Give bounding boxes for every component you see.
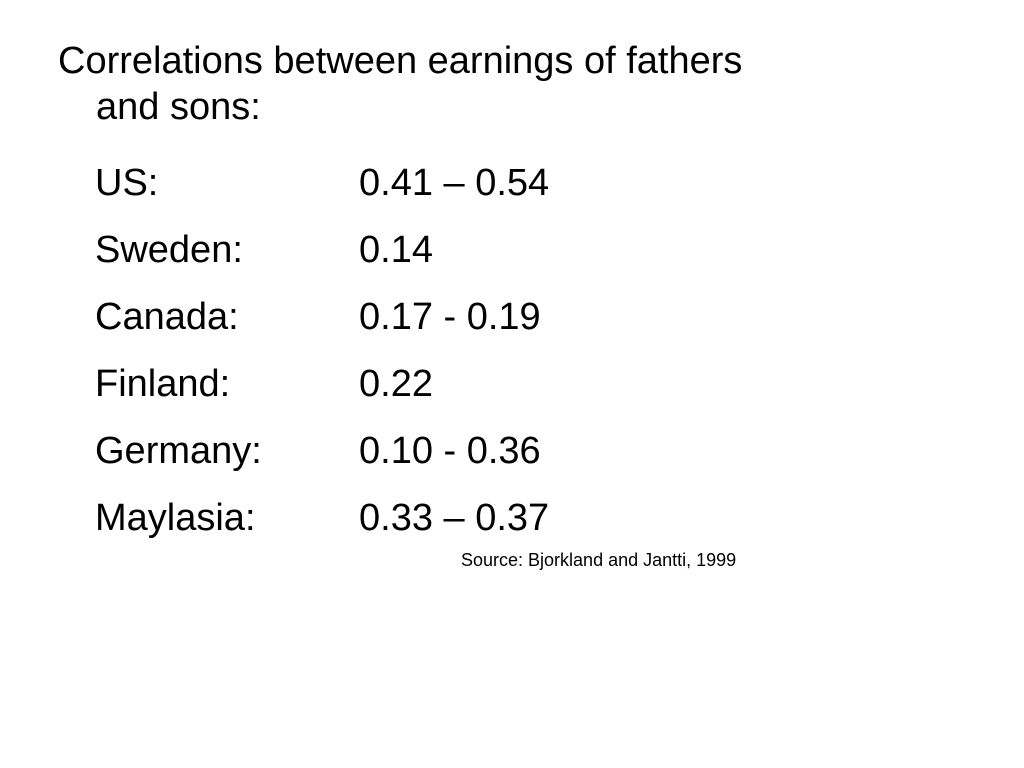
country-label: US:	[95, 162, 159, 204]
correlation-value: 0.22	[359, 363, 433, 405]
source-citation: Source: Bjorkland and Jantti, 1999	[461, 550, 737, 570]
correlation-value: 0.10 - 0.36	[359, 430, 541, 472]
slide-title: Correlations between earnings of fathers…	[58, 38, 938, 130]
correlation-value: 0.14	[359, 229, 433, 271]
correlation-value: 0.33 – 0.37	[359, 497, 550, 539]
correlation-value: 0.17 - 0.19	[359, 296, 541, 338]
country-label: Finland:	[95, 363, 231, 405]
title-line-1: Correlations between earnings of fathers	[58, 40, 743, 82]
title-line-2: and sons:	[96, 86, 261, 128]
country-label: Sweden:	[95, 229, 243, 271]
country-label: Germany:	[95, 430, 262, 472]
country-label: Canada:	[95, 296, 239, 338]
correlation-value: 0.41 – 0.54	[359, 162, 550, 204]
country-label: Maylasia:	[95, 497, 256, 539]
